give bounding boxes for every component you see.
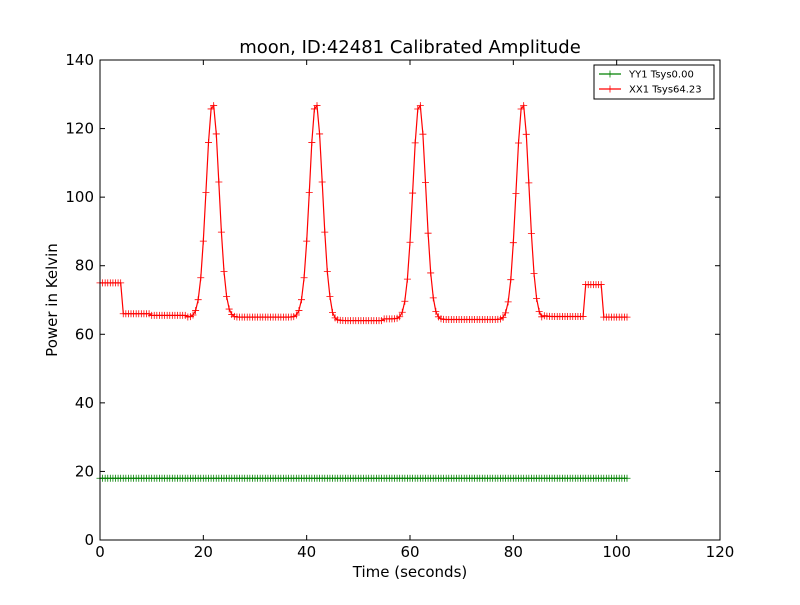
data-point [522, 130, 530, 138]
data-point [416, 102, 424, 110]
data-point [530, 269, 538, 277]
data-point [509, 239, 517, 247]
data-point [401, 297, 409, 305]
chart-title: moon, ID:42481 Calibrated Amplitude [239, 37, 581, 58]
y-tick-label: 20 [75, 462, 94, 480]
data-point [512, 189, 520, 197]
legend-item-0: YY1 Tsys0.00 [599, 70, 694, 81]
data-point [533, 295, 541, 303]
data-point [225, 305, 233, 313]
data-point [223, 292, 231, 300]
data-point [499, 313, 507, 321]
data-point [424, 229, 432, 237]
y-tick-label: 60 [75, 325, 94, 343]
data-point [212, 130, 220, 138]
x-tick-label: 0 [95, 543, 105, 561]
legend-box [593, 64, 715, 100]
data-point [527, 230, 535, 238]
data-point [507, 276, 515, 284]
data-point [321, 228, 329, 236]
data-point [194, 296, 202, 304]
data-point [189, 311, 197, 319]
y-tick-label: 100 [65, 188, 94, 206]
data-point [535, 307, 543, 315]
data-point [409, 189, 417, 197]
x-tick-label: 80 [504, 543, 523, 561]
data-point [520, 102, 528, 110]
y-tick-label: 80 [75, 257, 94, 275]
data-point [199, 237, 207, 245]
data-point [316, 130, 324, 138]
ticks-layer: 0 20 40 60 80 100 120 0 20 40 60 80 100 120 140 [65, 51, 734, 561]
data-point [217, 228, 225, 236]
data-point [515, 139, 522, 147]
data-point [429, 294, 437, 302]
series-0 [96, 474, 631, 482]
data-point [525, 179, 533, 187]
data-point [220, 268, 228, 276]
data-point [411, 139, 419, 147]
data-point [117, 279, 125, 287]
data-point [300, 274, 308, 282]
data-point [398, 308, 406, 316]
data-point [303, 237, 311, 245]
x-tick-label: 40 [297, 543, 316, 561]
data-point [205, 139, 212, 147]
data-point [210, 102, 218, 110]
data-point [623, 313, 631, 321]
data-point [308, 139, 316, 147]
data-point [292, 311, 300, 319]
data-point [192, 307, 200, 315]
x-axis-label: Time (seconds) [352, 563, 468, 581]
data-point [326, 292, 334, 300]
legend-label: YY1 Tsys0.00 [628, 70, 694, 81]
data-point [197, 274, 205, 282]
legend: YY1 Tsys0.00 XX1 Tsys64.23 [593, 64, 715, 100]
data-point [422, 179, 429, 187]
legend-marker [606, 70, 614, 78]
data-point [403, 275, 411, 283]
y-tick-label: 40 [75, 394, 94, 412]
data-point [298, 296, 305, 304]
y-tick-label: 140 [65, 51, 94, 69]
x-tick-label: 100 [602, 543, 631, 561]
data-point [406, 238, 414, 246]
legend-label: XX1 Tsys64.23 [629, 85, 702, 96]
data-point [579, 312, 587, 320]
data-point [323, 268, 331, 276]
data-point [396, 313, 404, 321]
data-point [504, 298, 512, 306]
data-point [427, 269, 435, 277]
data-point [313, 102, 321, 110]
data-point [305, 188, 313, 196]
data-point [318, 178, 326, 186]
data-point [502, 309, 510, 317]
data-point [295, 307, 303, 315]
data-point [202, 188, 210, 196]
data-point [215, 178, 223, 186]
data-point [419, 130, 427, 138]
x-tick-label: 20 [194, 543, 213, 561]
legend-marker [606, 85, 614, 93]
data-point [329, 308, 336, 316]
legend-item-1: XX1 Tsys64.23 [599, 85, 702, 96]
data-point [597, 281, 605, 289]
x-tick-label: 60 [400, 543, 419, 561]
data-point [623, 474, 631, 482]
x-tick-label: 120 [706, 543, 735, 561]
data-point [432, 307, 440, 315]
y-tick-label: 120 [65, 120, 94, 138]
y-axis-label: Power in Kelvin [43, 243, 61, 357]
y-tick-label: 0 [84, 531, 94, 549]
